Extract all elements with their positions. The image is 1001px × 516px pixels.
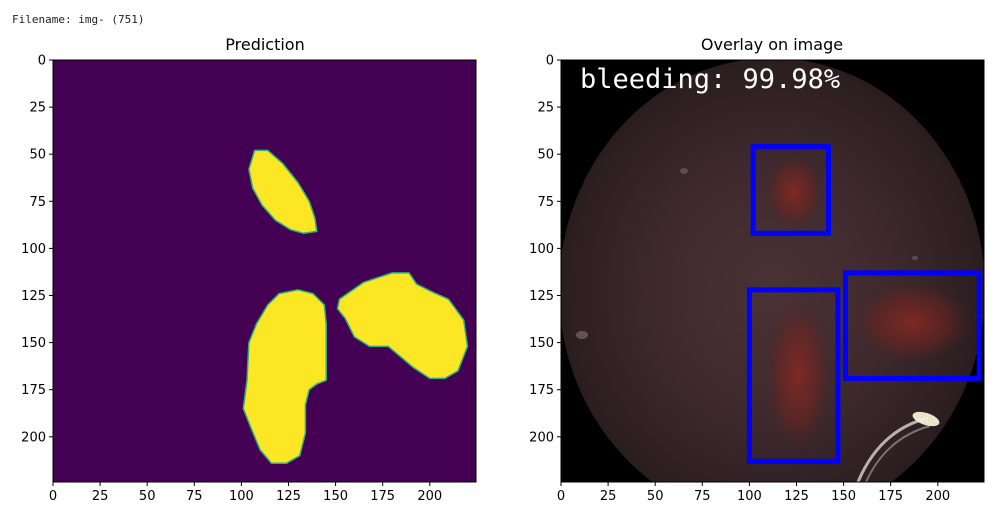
- overlay-xtick-label-200: 200: [925, 489, 950, 504]
- overlay-xtick-label-125: 125: [784, 489, 809, 504]
- prediction-xtick-label-200: 200: [417, 489, 442, 504]
- overlay-ytick-label-50: 50: [537, 148, 554, 163]
- prediction-ytick-label-150: 150: [21, 336, 46, 351]
- prediction-ytick-label-175: 175: [21, 383, 46, 398]
- prediction-xtick-label-125: 125: [276, 489, 301, 504]
- prediction-ytick-label-75: 75: [29, 195, 46, 210]
- endoscopy-image: bleeding: 99.98%: [561, 60, 984, 482]
- overlay-frame: [560, 59, 985, 483]
- overlay-xtick-label-0: 0: [557, 489, 565, 504]
- overlay-ytick-label-100: 100: [529, 242, 554, 257]
- overlay-xtick-label-25: 25: [600, 489, 617, 504]
- light-spot-2: [680, 168, 688, 174]
- light-spot-1: [576, 331, 588, 339]
- prediction-ytick-label-50: 50: [29, 148, 46, 163]
- prediction-ytick-label-200: 200: [21, 430, 46, 445]
- overlay-ytick-label-200: 200: [529, 430, 554, 445]
- prediction-xtick-label-175: 175: [370, 489, 395, 504]
- blood-stain-2: [764, 295, 832, 455]
- detection-boxes: [746, 144, 982, 464]
- detection-box-1: [750, 144, 832, 236]
- overlay-ytick-label-125: 125: [529, 289, 554, 304]
- detection-box-3: [842, 270, 982, 381]
- overlay-panel: Overlay on image bleeding: 99.98%: [529, 35, 985, 505]
- instrument-wire-shadow: [865, 425, 931, 482]
- overlay-title: Overlay on image: [701, 35, 843, 54]
- specular-highlight: [912, 411, 940, 427]
- mask-regions: [242, 149, 469, 464]
- overlay-xtick-label-50: 50: [647, 489, 664, 504]
- prediction-ytick-label-125: 125: [21, 289, 46, 304]
- prediction-ytick-label-0: 0: [38, 54, 46, 69]
- overlay-ytick-label-175: 175: [529, 383, 554, 398]
- detection-box-2: [746, 287, 841, 464]
- prediction-title: Prediction: [225, 35, 304, 54]
- overlay-ytick-label-150: 150: [529, 336, 554, 351]
- blood-stain-1: [764, 154, 824, 230]
- prediction-frame: [52, 59, 477, 483]
- prediction-xtick-label-75: 75: [186, 489, 203, 504]
- overlay-xtick-label-100: 100: [737, 489, 762, 504]
- overlay-xtick-label-150: 150: [831, 489, 856, 504]
- filename-label: Filename: img- (751): [12, 13, 145, 26]
- prediction-xtick-label-25: 25: [92, 489, 109, 504]
- overlay-axes: 0 25 50 75 100 125 150 175 200 0 25 50 75 100 125 150 17…: [529, 54, 950, 505]
- prediction-xtick-label-50: 50: [139, 489, 156, 504]
- overlay-xtick-label-75: 75: [694, 489, 711, 504]
- blood-stain-3: [850, 280, 974, 364]
- prediction-xtick-label-150: 150: [323, 489, 348, 504]
- overlay-ytick-label-75: 75: [537, 195, 554, 210]
- overlay-xtick-label-175: 175: [878, 489, 903, 504]
- prediction-xtick-label-100: 100: [229, 489, 254, 504]
- bleeding-confidence-label: bleeding: 99.98%: [580, 64, 840, 95]
- prediction-xtick-label-0: 0: [49, 489, 57, 504]
- prediction-axes: 0 25 50 75 100 125 150 175 200 0 25 50 75 100 125 150 17…: [21, 54, 442, 505]
- prediction-panel: Prediction 0 25 50 75 100 125 150 175 200 0 25 50 75…: [21, 35, 477, 505]
- mask-region-3: [336, 272, 469, 380]
- prediction-ytick-label-25: 25: [29, 101, 46, 116]
- mask-region-2: [242, 289, 327, 464]
- overlay-ytick-label-0: 0: [546, 54, 554, 69]
- mask-region-1: [248, 149, 318, 235]
- light-spot-3: [912, 256, 918, 260]
- overlay-ytick-label-25: 25: [537, 101, 554, 116]
- prediction-ytick-label-100: 100: [21, 242, 46, 257]
